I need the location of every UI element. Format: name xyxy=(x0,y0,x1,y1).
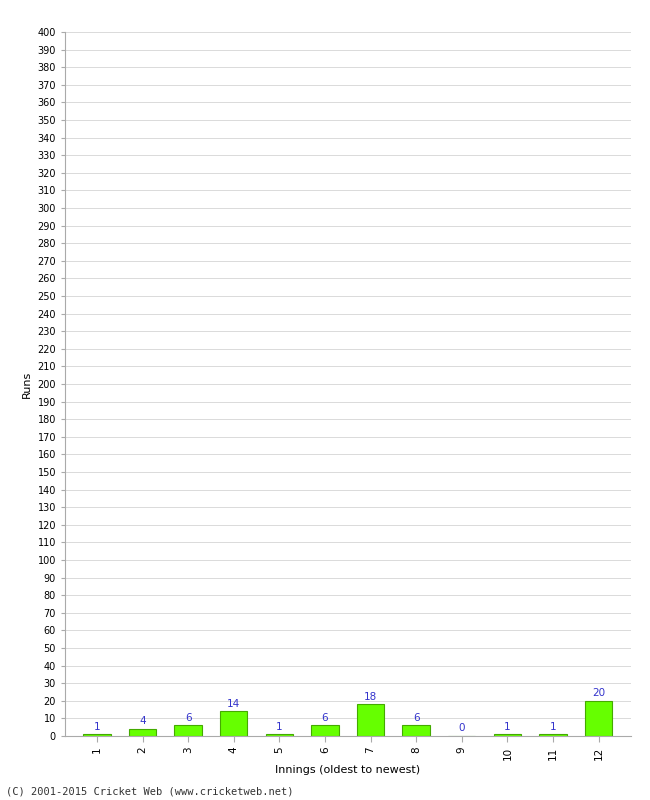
Text: 1: 1 xyxy=(94,722,100,731)
Text: 1: 1 xyxy=(504,722,511,731)
Text: 1: 1 xyxy=(550,722,556,731)
Bar xyxy=(129,729,156,736)
Bar xyxy=(357,704,384,736)
Text: 18: 18 xyxy=(364,692,377,702)
Text: 6: 6 xyxy=(413,713,419,723)
Text: 6: 6 xyxy=(185,713,192,723)
Text: 20: 20 xyxy=(592,688,605,698)
Y-axis label: Runs: Runs xyxy=(22,370,32,398)
Text: 1: 1 xyxy=(276,722,283,731)
Text: 4: 4 xyxy=(139,716,146,726)
Bar xyxy=(220,711,248,736)
Text: (C) 2001-2015 Cricket Web (www.cricketweb.net): (C) 2001-2015 Cricket Web (www.cricketwe… xyxy=(6,786,294,796)
Bar xyxy=(83,734,111,736)
Bar xyxy=(402,726,430,736)
Bar xyxy=(494,734,521,736)
Bar xyxy=(585,701,612,736)
Bar xyxy=(266,734,293,736)
Text: 14: 14 xyxy=(227,698,240,709)
Text: 0: 0 xyxy=(458,723,465,734)
Bar xyxy=(540,734,567,736)
X-axis label: Innings (oldest to newest): Innings (oldest to newest) xyxy=(275,766,421,775)
Bar xyxy=(174,726,202,736)
Bar xyxy=(311,726,339,736)
Text: 6: 6 xyxy=(322,713,328,723)
